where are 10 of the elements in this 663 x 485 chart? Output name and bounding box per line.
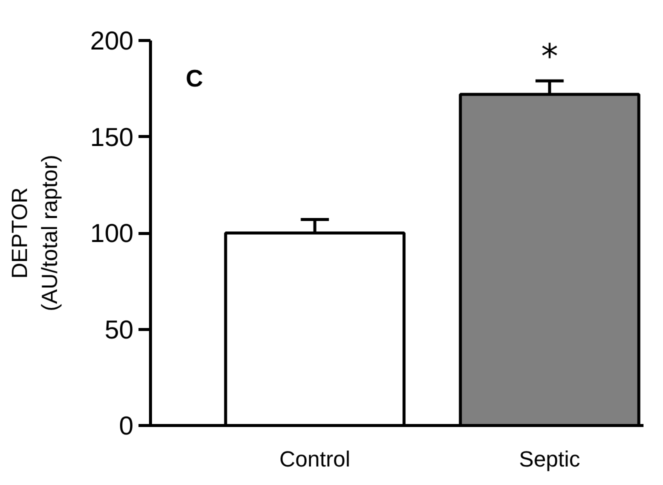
y-tick-label: 200 <box>90 26 134 56</box>
y-tick-label: 100 <box>90 218 134 248</box>
y-tick-label: 50 <box>104 314 134 344</box>
y-axis-title: DEPTOR (AU/total raptor) <box>7 154 62 312</box>
y-tick-label: 150 <box>90 122 134 152</box>
annotation: C <box>186 66 204 92</box>
annotation: * <box>541 36 558 77</box>
y-tick-label: 0 <box>119 410 134 440</box>
x-tick-label: Control <box>279 446 350 472</box>
x-tick-label: Septic <box>519 446 580 472</box>
